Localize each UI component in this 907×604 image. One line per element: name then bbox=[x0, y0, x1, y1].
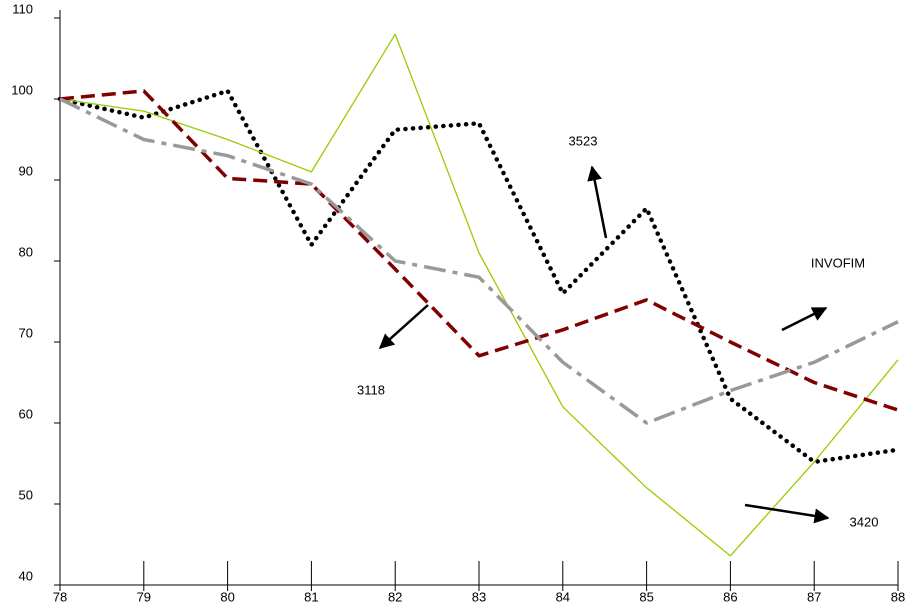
series-line bbox=[59, 97, 899, 425]
x-tick-label: 87 bbox=[807, 589, 821, 604]
x-tick-label: 86 bbox=[723, 589, 737, 604]
annotation: INVOFIM bbox=[811, 255, 865, 270]
arrow bbox=[587, 165, 608, 239]
x-tick-label: 82 bbox=[388, 589, 402, 604]
y-tick-label: 90 bbox=[19, 163, 33, 178]
x-tick-label: 80 bbox=[220, 589, 234, 604]
annotation: 3523 bbox=[569, 133, 598, 148]
arrow bbox=[744, 503, 830, 524]
arrow bbox=[378, 304, 429, 350]
annotation: 3420 bbox=[850, 514, 879, 529]
y-tick-label: 100 bbox=[11, 82, 33, 97]
x-tick-label: 83 bbox=[472, 589, 486, 604]
x-tick-label: 85 bbox=[639, 589, 653, 604]
arrow bbox=[781, 306, 828, 332]
x-tick-label: 79 bbox=[137, 589, 151, 604]
x-tick-label: 88 bbox=[891, 589, 905, 604]
y-tick-label: 60 bbox=[19, 406, 33, 421]
y-tick-label: 110 bbox=[12, 1, 33, 16]
series-line bbox=[59, 33, 899, 557]
series-line bbox=[57, 88, 901, 465]
plot bbox=[57, 33, 901, 557]
y-tick-label: 70 bbox=[19, 325, 33, 340]
annotation: 3118 bbox=[357, 382, 385, 397]
x-tick-label: 78 bbox=[53, 589, 67, 604]
series-line bbox=[59, 89, 899, 412]
y-tick-label: 40 bbox=[19, 568, 33, 583]
x-tick-label: 81 bbox=[304, 589, 318, 604]
y-tick-label: 80 bbox=[19, 244, 33, 259]
x-tick-label: 84 bbox=[556, 589, 570, 604]
y-tick-label: 50 bbox=[19, 487, 33, 502]
